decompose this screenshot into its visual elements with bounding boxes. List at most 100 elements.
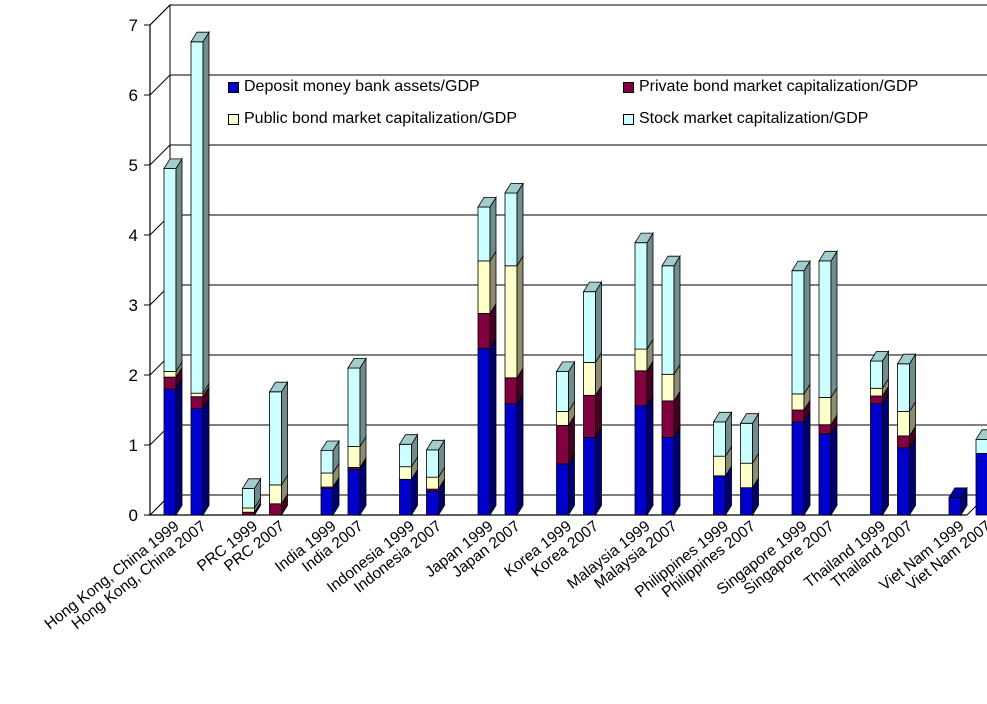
bar-segment-indonesia-2007-stock-market: [426, 449, 439, 478]
bar-segment-hong-kong-china-1999-deposit-money-side: [175, 378, 183, 517]
bar-segment-korea-2007-stock-market: [583, 291, 596, 363]
bar-segment-malaysia-1999-deposit-money: [634, 405, 648, 516]
bar-segment-hong-kong-china-2007-stock-market-side: [202, 30, 210, 395]
x-tick-label-hong-kong-china-2007: Hong Kong, China 2007: [69, 518, 210, 633]
bar-segment-hong-kong-china-1999-private-bond: [163, 376, 177, 390]
bar-malaysia-2007: [661, 254, 681, 517]
gridline-depth: [149, 144, 171, 166]
bar-segment-philippines-1999-deposit-money: [713, 475, 726, 516]
bar-segment-hong-kong-china-1999-stock-market-side: [175, 157, 183, 373]
bar-segment-singapore-2007-deposit-money: [818, 433, 832, 516]
bar-segment-singapore-2007-stock-market: [818, 260, 832, 398]
bar-segment-japan-2007-deposit-money-side: [516, 392, 524, 517]
legend-item-private-bond: Private bond market capitalization/GDP: [623, 78, 918, 96]
bar-top-japan-1999: [477, 196, 497, 208]
bar-philippines-2007: [739, 412, 760, 517]
bar-segment-malaysia-2007-stock-market: [661, 265, 675, 375]
y-tick-label: 4: [129, 226, 138, 245]
bar-segment-korea-2007-private-bond: [583, 394, 596, 438]
bar-segment-indonesia-2007-deposit-money: [426, 490, 439, 516]
bar-segment-malaysia-2007-deposit-money: [661, 436, 675, 516]
legend-item-stock: Stock market capitalization/GDP: [623, 110, 868, 128]
bar-top-hong-kong-china-2007: [190, 31, 210, 43]
bar-segment-philippines-1999-stock-market: [713, 421, 726, 457]
legend-item-public-bond: Public bond market capitalization/GDP: [228, 110, 517, 128]
bar-top-indonesia-1999: [398, 434, 419, 445]
bar-korea-1999: [555, 360, 576, 517]
bar-segment-japan-2007-stock-market: [504, 192, 518, 267]
bar-segment-india-2007-public-bond: [347, 445, 361, 468]
bar-segment-prc-1999-stock-market: [242, 487, 255, 509]
bar-segment-thailand-2007-private-bond: [897, 435, 910, 449]
bar-segment-japan-1999-deposit-money-side: [489, 337, 497, 517]
bar-segment-philippines-2007-public-bond: [740, 462, 753, 489]
bar-segment-singapore-2007-stock-market-side: [830, 249, 838, 399]
bar-segment-korea-2007-stock-market-side: [595, 280, 602, 364]
bar-segment-india-2007-stock-market-side: [359, 357, 367, 448]
bar-segment-hong-kong-china-1999-public-bond: [163, 371, 177, 378]
bar-segment-viet-nam-1999-deposit-money: [948, 497, 962, 516]
legend-swatch-stock: [623, 113, 634, 125]
legend-label-stock: Stock market capitalization/GDP: [639, 110, 869, 127]
bar-segment-japan-2007-public-bond-side: [516, 254, 524, 380]
y-tick-label: 5: [129, 156, 138, 175]
bar-segment-viet-nam-2007-stock-market: [975, 438, 987, 454]
bar-segment-japan-1999-public-bond-side: [489, 249, 497, 315]
bar-segment-japan-2007-private-bond: [504, 377, 518, 405]
bar-segment-indonesia-2007-public-bond: [426, 476, 439, 490]
legend-swatch-public-bond: [228, 113, 239, 125]
bar-segment-japan-1999-private-bond: [477, 312, 491, 349]
bar-segment-hong-kong-china-2007-stock-market: [190, 41, 204, 394]
bar-segment-hong-kong-china-2007-deposit-money-side: [202, 397, 210, 517]
bar-japan-2007: [504, 182, 524, 517]
bar-segment-korea-2007-deposit-money-side: [595, 426, 602, 517]
bar-prc-2007: [268, 380, 289, 517]
bar-philippines-1999: [712, 410, 733, 517]
y-tick-label: 2: [129, 366, 138, 385]
y-tick-label: 3: [129, 296, 138, 315]
bar-segment-korea-1999-public-bond: [556, 410, 569, 426]
bar-segment-hong-kong-china-1999-deposit-money: [163, 388, 177, 516]
bar-segment-philippines-2007-deposit-money: [740, 487, 753, 516]
bar-segment-prc-2007-private-bond: [269, 503, 282, 516]
bar-segment-singapore-1999-deposit-money: [791, 421, 805, 516]
bar-segment-thailand-2007-public-bond: [897, 410, 910, 437]
bar-segment-korea-1999-deposit-money: [556, 463, 569, 516]
legend-label-deposit: Deposit money bank assets/GDP: [244, 78, 480, 95]
bar-segment-japan-1999-public-bond: [477, 260, 491, 314]
legend: Deposit money bank assets/GDP Private bo…: [228, 78, 987, 134]
bar-segment-indonesia-1999-public-bond: [399, 466, 412, 480]
bar-top-hong-kong-china-1999: [163, 158, 183, 169]
bar-segment-singapore-1999-stock-market: [791, 270, 805, 395]
bar-hong-kong-china-2007: [190, 30, 210, 517]
y-tick-label: 1: [129, 436, 138, 455]
bar-segment-hong-kong-china-1999-stock-market: [163, 168, 177, 372]
bar-segment-singapore-1999-public-bond: [791, 393, 805, 411]
bar-viet-nam-1999: [948, 486, 968, 517]
bar-top-indonesia-2007: [425, 439, 446, 451]
bar-thailand-2007: [896, 352, 917, 517]
legend-swatch-deposit: [228, 81, 239, 93]
bar-segment-indonesia-1999-deposit-money: [399, 478, 412, 516]
bar-segment-prc-2007-stock-market-side: [281, 380, 288, 487]
bar-prc-1999: [241, 477, 262, 517]
bar-top-singapore-1999: [791, 260, 811, 272]
bar-segment-prc-2007-stock-market: [269, 391, 282, 486]
bar-top-singapore-2007: [818, 250, 838, 262]
bar-segment-thailand-1999-private-bond: [870, 395, 883, 405]
bar-segment-japan-1999-deposit-money: [477, 347, 491, 516]
bars: [163, 30, 987, 517]
bar-segment-viet-nam-2007-deposit-money: [975, 452, 987, 516]
bar-singapore-1999: [791, 259, 811, 517]
bar-segment-singapore-2007-private-bond: [818, 424, 832, 435]
bar-india-1999: [320, 439, 340, 517]
gridline-depth: [149, 74, 171, 96]
bar-segment-japan-2007-stock-market-side: [516, 182, 524, 268]
bar-top-viet-nam-2007: [975, 429, 987, 440]
bar-segment-thailand-1999-stock-market: [870, 360, 883, 389]
bar-segment-malaysia-1999-public-bond: [634, 348, 648, 372]
bar-singapore-2007: [818, 249, 838, 517]
bar-segment-korea-1999-stock-market: [556, 371, 569, 412]
bar-segment-hong-kong-china-2007-deposit-money: [190, 408, 204, 516]
bar-segment-india-1999-public-bond: [320, 472, 334, 488]
